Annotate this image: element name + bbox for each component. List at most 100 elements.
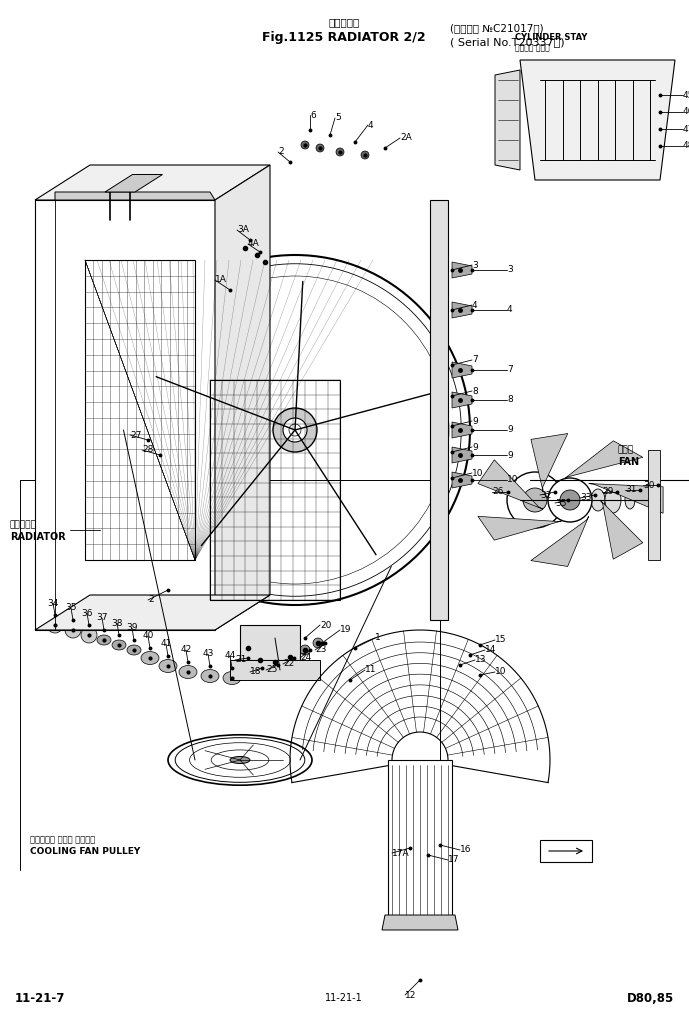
Circle shape <box>300 645 310 655</box>
Polygon shape <box>478 516 564 541</box>
Polygon shape <box>388 760 452 920</box>
Text: 32: 32 <box>540 491 551 500</box>
Ellipse shape <box>521 483 539 517</box>
Text: 41: 41 <box>161 639 172 648</box>
Text: クーリング ファン プーリー: クーリング ファン プーリー <box>30 835 95 844</box>
Text: 1: 1 <box>375 634 381 642</box>
Text: D80,85: D80,85 <box>627 992 674 1005</box>
Text: ラジエータ: ラジエータ <box>10 520 37 529</box>
Text: 26: 26 <box>492 488 504 497</box>
Text: 48: 48 <box>683 141 689 150</box>
Polygon shape <box>452 422 472 438</box>
Text: 31: 31 <box>625 486 637 495</box>
Polygon shape <box>564 441 643 480</box>
Text: 11: 11 <box>365 665 376 675</box>
Circle shape <box>270 657 280 666</box>
Text: 28: 28 <box>142 445 154 454</box>
Circle shape <box>301 141 309 149</box>
Text: 6: 6 <box>310 111 316 120</box>
Text: 23: 23 <box>315 645 327 654</box>
Ellipse shape <box>127 645 141 655</box>
Text: ファン: ファン <box>618 445 634 454</box>
Text: 9: 9 <box>472 417 477 426</box>
Text: 5: 5 <box>335 114 341 123</box>
Ellipse shape <box>591 489 605 511</box>
Text: 22: 22 <box>283 659 294 669</box>
Text: 21: 21 <box>235 655 247 664</box>
Ellipse shape <box>625 491 635 509</box>
Polygon shape <box>531 434 568 491</box>
Text: RADIATOR: RADIATOR <box>10 532 65 542</box>
Ellipse shape <box>230 757 250 763</box>
Text: 36: 36 <box>81 609 93 618</box>
Text: 2: 2 <box>148 595 154 605</box>
Circle shape <box>47 617 63 633</box>
Text: 29: 29 <box>602 488 613 497</box>
Polygon shape <box>531 516 588 567</box>
Text: 4: 4 <box>368 121 373 129</box>
Text: 11-21-1: 11-21-1 <box>325 993 363 1003</box>
Polygon shape <box>230 660 320 680</box>
Text: 4A: 4A <box>248 240 260 249</box>
Text: 39: 39 <box>126 624 138 633</box>
Text: シリンダ スター: シリンダ スター <box>515 44 550 53</box>
Text: 1A: 1A <box>215 275 227 284</box>
Polygon shape <box>430 200 448 620</box>
Text: 45: 45 <box>683 90 689 100</box>
Text: FAN: FAN <box>618 457 639 467</box>
Text: 27: 27 <box>130 431 141 440</box>
Text: 11-21-7: 11-21-7 <box>15 992 65 1005</box>
Text: 10: 10 <box>507 475 519 485</box>
Text: 16: 16 <box>460 845 471 854</box>
Circle shape <box>316 144 324 152</box>
Circle shape <box>255 655 265 665</box>
Ellipse shape <box>544 486 560 514</box>
Text: ( Serial No.T20337～): ( Serial No.T20337～) <box>450 37 564 47</box>
Polygon shape <box>495 70 520 170</box>
Text: COOLING FAN PULLEY: COOLING FAN PULLEY <box>30 847 141 856</box>
Circle shape <box>285 652 295 662</box>
Circle shape <box>283 418 307 442</box>
Ellipse shape <box>563 488 577 512</box>
Text: 35: 35 <box>65 604 76 613</box>
Text: 24: 24 <box>300 653 311 662</box>
Text: 10: 10 <box>495 668 506 677</box>
Text: ラジエータ: ラジエータ <box>329 17 360 27</box>
Circle shape <box>273 408 317 452</box>
Polygon shape <box>240 625 300 660</box>
Polygon shape <box>452 302 472 318</box>
Polygon shape <box>600 500 643 559</box>
Ellipse shape <box>605 487 621 513</box>
Text: 2: 2 <box>278 147 284 156</box>
Polygon shape <box>520 60 675 180</box>
Ellipse shape <box>179 665 197 679</box>
Text: 3: 3 <box>472 260 477 269</box>
Ellipse shape <box>141 651 159 664</box>
Text: 19: 19 <box>340 626 351 635</box>
Circle shape <box>548 478 592 522</box>
Polygon shape <box>478 460 543 509</box>
Text: 4: 4 <box>472 301 477 310</box>
Text: 18: 18 <box>250 668 262 677</box>
Circle shape <box>336 148 344 156</box>
Text: 9: 9 <box>472 443 477 451</box>
Text: 4: 4 <box>507 306 513 315</box>
Text: 13: 13 <box>475 655 486 664</box>
Text: 38: 38 <box>111 619 123 628</box>
Text: 17: 17 <box>448 855 460 865</box>
Text: 14: 14 <box>485 645 496 654</box>
Circle shape <box>65 622 81 638</box>
Text: 40: 40 <box>143 632 154 640</box>
Circle shape <box>507 472 563 528</box>
Text: 3: 3 <box>507 265 513 274</box>
Polygon shape <box>452 362 472 378</box>
Ellipse shape <box>223 672 241 685</box>
Ellipse shape <box>168 735 312 785</box>
Circle shape <box>313 638 323 648</box>
Text: 12: 12 <box>405 991 416 1000</box>
Circle shape <box>243 643 253 653</box>
Text: CYLINDER STAY: CYLINDER STAY <box>515 34 588 43</box>
Ellipse shape <box>112 640 126 650</box>
Text: 47: 47 <box>683 125 689 133</box>
Text: 30: 30 <box>643 481 655 490</box>
